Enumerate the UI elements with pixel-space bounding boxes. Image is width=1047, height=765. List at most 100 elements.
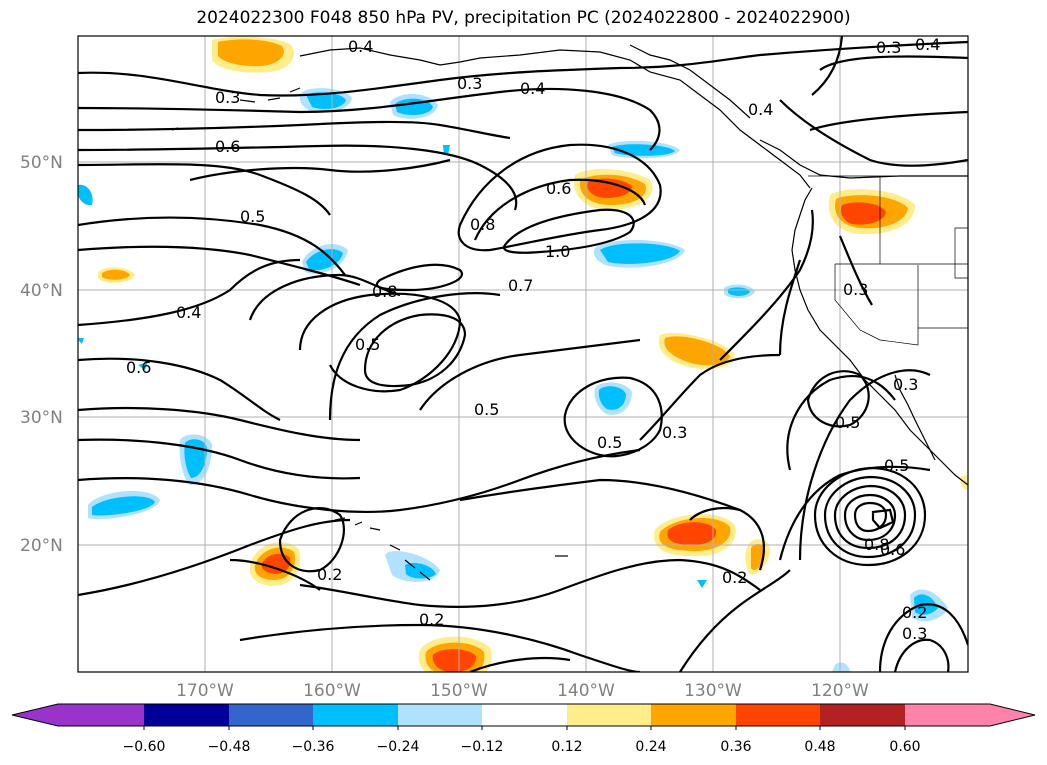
pv-contour [813, 466, 927, 567]
pv-contour [809, 110, 968, 132]
contour-label: 0.2 [419, 610, 444, 629]
precip-positive [218, 39, 284, 67]
colorbar-tick-labels: −0.60 −0.48 −0.36 −0.24 −0.12 0.12 0.24 … [123, 739, 921, 755]
lon-label: 140°W [557, 681, 615, 701]
precip-positive [667, 522, 717, 546]
contour-label: 0.6 [546, 179, 571, 198]
border-line [954, 227, 968, 279]
colorbar-bin [482, 704, 567, 726]
contour-label: 0.5 [884, 456, 909, 475]
colorbar-bin [736, 704, 820, 726]
contour-label: 0.3 [876, 38, 901, 57]
pv-contour [459, 478, 741, 512]
lon-label: 130°W [684, 681, 742, 701]
pv-contour [798, 369, 931, 561]
pv-contour [778, 465, 931, 561]
border-line [834, 264, 919, 346]
contour-label: 0.5 [240, 207, 265, 226]
colorbar-bin [905, 704, 990, 726]
pv-contour [299, 558, 761, 608]
contour-label: 0.3 [843, 280, 868, 299]
precip-negative [78, 338, 84, 344]
contour-label: 0.2 [317, 565, 342, 584]
pv-contour [78, 163, 331, 216]
contour-label: 0.4 [348, 37, 373, 56]
contour-label: 0.3 [662, 423, 687, 442]
pv-contour [457, 143, 662, 252]
pv-contour [78, 258, 301, 327]
contour-label: 0.3 [215, 88, 240, 107]
colorbar-tick-label: −0.24 [377, 739, 420, 755]
precip-negative [92, 496, 155, 516]
colorbar-tick-label: 0.24 [635, 739, 666, 755]
pv-contour [78, 120, 511, 140]
pv-contour [363, 313, 467, 388]
lon-label: 150°W [430, 681, 488, 701]
pv-contour [298, 292, 462, 393]
colorbar-tick-marks [143, 726, 906, 730]
contour-label: 0.8 [864, 535, 889, 554]
pv-contour [239, 623, 641, 672]
precip-negative [697, 580, 707, 588]
pv-contours [78, 36, 968, 672]
contour-label: 0.2 [902, 603, 927, 622]
pv-contour [786, 375, 896, 471]
contour-label: 0.6 [126, 358, 151, 377]
precip-negative [306, 92, 346, 109]
contour-label: 0.3 [902, 624, 927, 643]
contour-label: 0.3 [893, 375, 918, 394]
latitude-labels: 50°N 40°N 30°N 20°N [20, 153, 63, 556]
pv-contour [419, 338, 641, 411]
pv-contour [719, 209, 814, 361]
pv-contour [893, 638, 950, 672]
lat-label: 20°N [20, 536, 63, 556]
contour-label: 0.8 [372, 282, 397, 301]
colorbar-tick-label: −0.48 [208, 739, 251, 755]
precip-positive [261, 553, 291, 574]
colorbar-extend-high [990, 704, 1035, 726]
precip-negative [728, 287, 750, 296]
contour-label: 0.5 [355, 335, 380, 354]
contour-label: 0.6 [215, 137, 240, 156]
colorbar-extend-low [12, 704, 58, 726]
contour-label: 0.8 [470, 215, 495, 234]
colorbar-tick-label: 0.60 [889, 739, 920, 755]
contour-label: 0.6 [880, 540, 905, 559]
colorbar-bin [398, 704, 482, 726]
pv-contour [78, 144, 518, 211]
coastline-canada-land [759, 139, 968, 179]
pv-contour [78, 438, 361, 480]
precip-positive [841, 202, 886, 225]
pv-contour [878, 603, 968, 672]
pv-contour [78, 216, 346, 276]
lat-label: 30°N [20, 408, 63, 428]
lon-label: 170°W [176, 681, 234, 701]
pv-contour [469, 656, 571, 672]
precip-negative [78, 184, 93, 206]
colorbar-outline [11, 703, 1036, 727]
precip-positive [102, 269, 130, 280]
colorbar: −0.60 −0.48 −0.36 −0.24 −0.12 0.12 0.24 … [11, 703, 1036, 755]
precip-shading [78, 36, 968, 672]
contour-label: 0.5 [597, 433, 622, 452]
precip-negative [443, 145, 450, 155]
pv-contour [328, 292, 501, 421]
colorbar-bin [820, 704, 905, 726]
state-borders [808, 175, 968, 346]
coastline-alaska [299, 47, 811, 189]
pv-contour [823, 475, 917, 559]
pv-contour [833, 484, 907, 550]
precip-positive [751, 543, 766, 571]
pv-contour [78, 87, 661, 151]
map-plot-area: 0.4 0.3 0.3 0.4 0.4 0.3 0.4 0.6 0.6 0.5 … [78, 35, 968, 672]
contour-label: 0.4 [915, 35, 940, 54]
pv-contour [806, 370, 870, 428]
colorbar-bin [567, 704, 651, 726]
contour-label: 0.4 [520, 79, 545, 98]
colorbar-bin [229, 704, 313, 726]
precip-negative [600, 243, 680, 264]
pv-contour [278, 507, 345, 573]
precip-positive [432, 649, 476, 672]
contour-label: 0.5 [835, 413, 860, 432]
